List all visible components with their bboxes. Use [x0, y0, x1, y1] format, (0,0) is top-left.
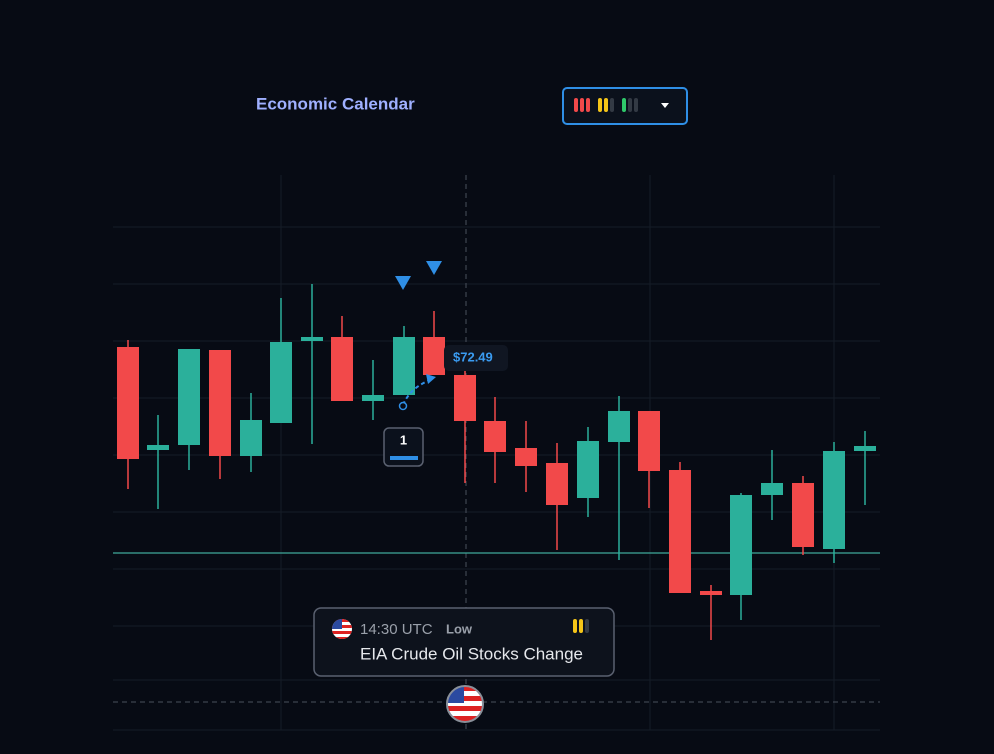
- candle-body: [393, 337, 415, 395]
- candles: [117, 284, 876, 640]
- candle-body: [484, 421, 506, 452]
- candle-body: [240, 420, 262, 456]
- event-time: 14:30 UTC: [360, 621, 433, 638]
- markers: $72.49 1: [383, 261, 508, 467]
- candle-body: [608, 411, 630, 442]
- event-name: EIA Crude Oil Stocks Change: [360, 644, 583, 663]
- price-label: $72.49: [453, 349, 493, 364]
- candle-body: [730, 495, 752, 595]
- candle-body: [423, 337, 445, 375]
- impact-bars: [574, 98, 638, 112]
- candle-body: [209, 350, 231, 456]
- us-flag-small: [332, 619, 352, 639]
- candle-body: [147, 445, 169, 450]
- candle-body: [669, 470, 691, 593]
- candle-body: [515, 448, 537, 466]
- sell-marker: [395, 276, 411, 290]
- candle-body: [823, 451, 845, 549]
- tooltip-box: [313, 607, 615, 677]
- badge-bar: [390, 456, 418, 460]
- calendar-title: Economic Calendar: [256, 94, 415, 113]
- candle-body: [362, 395, 384, 401]
- event-impact: Low: [446, 621, 473, 636]
- candle-body: [577, 441, 599, 498]
- candle-body: [792, 483, 814, 547]
- impact-filter[interactable]: [562, 87, 688, 125]
- candle-body: [117, 347, 139, 459]
- trade-dot: [398, 401, 408, 411]
- candle-body: [638, 411, 660, 471]
- event-tooltip: 14:30 UTC Low EIA Crude Oil Stocks Chang…: [313, 607, 615, 677]
- candle-body: [178, 349, 200, 445]
- candle-body: [700, 591, 722, 595]
- trade-arrow: [426, 374, 436, 384]
- candle-body: [301, 337, 323, 341]
- candle-body: [761, 483, 783, 495]
- event-badge-count: 1: [400, 432, 407, 447]
- sell-marker: [426, 261, 442, 275]
- candle-body: [854, 446, 876, 451]
- dropdown-arrow: [661, 103, 669, 108]
- candle-body: [546, 463, 568, 505]
- price-tag: [444, 345, 508, 371]
- candle-body: [270, 342, 292, 423]
- us-flag-large[interactable]: [446, 685, 484, 723]
- candle-body: [331, 337, 353, 401]
- candle-body: [454, 375, 476, 421]
